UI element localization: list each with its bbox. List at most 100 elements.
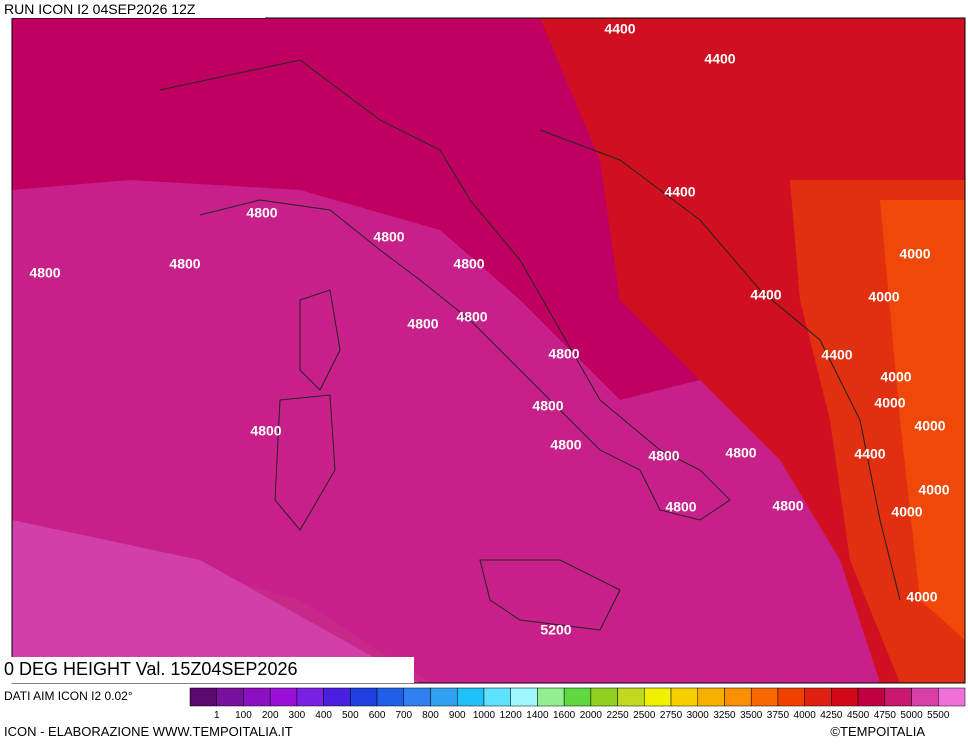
colorbar-swatch — [831, 687, 859, 707]
colorbar-swatch — [483, 687, 511, 707]
colorbar-label: 100 — [235, 710, 252, 721]
colorbar-swatch — [537, 687, 565, 707]
colorbar-swatch — [243, 687, 271, 707]
colorbar-label: 2250 — [606, 710, 629, 721]
contour-label: 4000 — [880, 369, 911, 385]
colorbar-swatch — [323, 687, 351, 707]
colorbar-swatch — [777, 687, 805, 707]
contour-label: 5200 — [540, 622, 571, 638]
contour-label: 4400 — [704, 51, 735, 67]
contour-label: 4800 — [532, 398, 563, 414]
colorbar-label: 800 — [422, 710, 439, 721]
contour-label: 4400 — [604, 21, 635, 37]
map-title: 0 DEG HEIGHT Val. 15Z04SEP2026 — [4, 659, 297, 679]
colorbar-swatch — [296, 687, 324, 707]
coastline — [159, 59, 731, 521]
colorbar-swatch — [804, 687, 832, 707]
colorbar-label: 600 — [369, 710, 386, 721]
contour-label: 4400 — [821, 347, 852, 363]
colorbar-label: 500 — [342, 710, 359, 721]
contour-label: 4000 — [914, 418, 945, 434]
colorbar-label: 4250 — [820, 710, 843, 721]
contour-label: 4800 — [725, 445, 756, 461]
contour-label: 4000 — [906, 589, 937, 605]
contour-label: 4800 — [648, 448, 679, 464]
colorbar-swatch — [670, 687, 699, 707]
colorbar-label: 1600 — [553, 710, 576, 721]
colorbar-swatch — [563, 687, 592, 707]
colorbar-swatch — [911, 687, 939, 707]
colorbar-swatch — [189, 687, 217, 707]
contour-label: 4800 — [250, 423, 281, 439]
contour-label: 4800 — [550, 437, 581, 453]
colorbar-swatch — [403, 687, 431, 707]
colorbar-swatch — [376, 687, 405, 707]
colorbar-label: 1000 — [473, 710, 496, 721]
colorbar-label: 4000 — [794, 710, 817, 721]
colorbar-label: 1400 — [526, 710, 549, 721]
colorbar-swatch — [938, 687, 966, 707]
colorbar-label: 4750 — [874, 710, 897, 721]
colorbar-swatch — [216, 687, 244, 707]
colorbar-label: 3250 — [713, 710, 736, 721]
map-frame — [11, 17, 966, 684]
colorbar-label: 1200 — [500, 710, 523, 721]
footer-right: ©TEMPOITALIA — [830, 724, 925, 739]
colorbar-label: 2750 — [660, 710, 683, 721]
coastline-east — [539, 129, 901, 601]
contour-label: 4000 — [868, 289, 899, 305]
colorbar-label: 4500 — [847, 710, 870, 721]
map: 4400 4400 4400 4000 4400 4000 4400 4000 4000 4000… — [11, 17, 966, 684]
colorbar-swatch — [724, 687, 752, 707]
colorbar-swatch — [510, 687, 538, 707]
colorbar-label: 900 — [449, 710, 466, 721]
colorbar-swatch — [884, 687, 912, 707]
colorbar-label: 700 — [395, 710, 412, 721]
colorbar-swatch — [617, 687, 645, 707]
header-box — [0, 0, 265, 18]
contour-label: 4800 — [169, 256, 200, 272]
contour-label: 4400 — [854, 446, 885, 462]
colorbar-label: 5500 — [927, 710, 950, 721]
colorbar-label: 300 — [289, 710, 306, 721]
colorbar-label: 1 — [214, 710, 220, 721]
contour-label: 4800 — [407, 316, 438, 332]
source-label: DATI AIM ICON I2 0.02° — [4, 689, 133, 703]
colorbar-swatch — [269, 687, 298, 707]
footer-left: ICON - ELABORAZIONE WWW.TEMPOITALIA.IT — [4, 724, 293, 739]
title-box — [0, 657, 414, 683]
colorbar-label: 200 — [262, 710, 279, 721]
contour-label: 4800 — [456, 309, 487, 325]
colorbar: 1 100 200 300 400 500 600 700 800 900 1000 1200 1400… — [189, 687, 966, 721]
colorbar-swatch — [750, 687, 779, 707]
contour-label: 4000 — [874, 395, 905, 411]
contour-label: 4000 — [918, 482, 949, 498]
contour-label: 4800 — [548, 346, 579, 362]
field-orange — [880, 200, 965, 640]
colorbar-label: 2000 — [580, 710, 603, 721]
colorbar-label: 5000 — [900, 710, 923, 721]
colorbar-swatch — [697, 687, 725, 707]
colorbar-label: 400 — [315, 710, 332, 721]
contour-label: 4400 — [750, 287, 781, 303]
colorbar-swatch — [590, 687, 618, 707]
colorbar-label: 3000 — [687, 710, 710, 721]
colorbar-swatch — [430, 687, 458, 707]
contour-label: 4000 — [899, 246, 930, 262]
colorbar-swatch — [350, 687, 378, 707]
contour-label: 4000 — [891, 504, 922, 520]
contour-label: 4800 — [453, 256, 484, 272]
colorbar-swatch — [644, 687, 672, 707]
islands — [274, 289, 621, 631]
contour-label: 4800 — [29, 265, 60, 281]
colorbar-label: 3750 — [767, 710, 790, 721]
contour-label: 4800 — [665, 499, 696, 515]
contour-label: 4800 — [246, 205, 277, 221]
colorbar-swatch — [456, 687, 485, 707]
colorbar-label: 2500 — [633, 710, 656, 721]
field-light — [12, 520, 420, 683]
colorbar-swatch — [857, 687, 886, 707]
contour-label: 4800 — [772, 498, 803, 514]
contour-labels: 4400 4400 4400 4000 4400 4000 4400 4000 4000 4000… — [29, 21, 949, 638]
